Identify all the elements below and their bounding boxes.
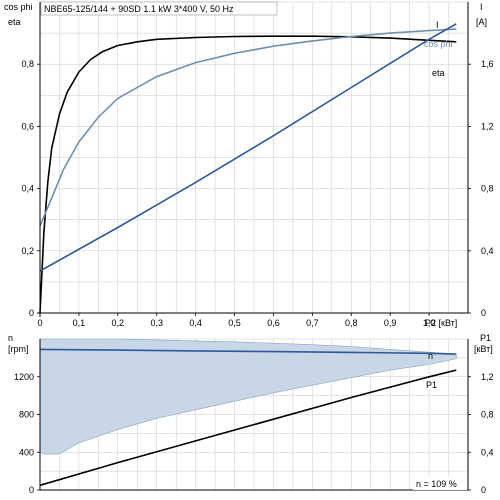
current-axis-unit: [A]: [476, 17, 487, 27]
title-box: [40, 1, 278, 16]
x-tick-label: 0: [37, 318, 42, 328]
x-tick-label: 0,2: [112, 318, 125, 328]
p1-tick-label: 1,2: [481, 372, 494, 382]
current-curve: [39, 23, 457, 272]
p1-axis-label: P1: [480, 333, 491, 343]
cos-phi-series-label: cos phi: [424, 39, 453, 49]
speed-tick-label: 400: [19, 447, 34, 457]
current-series-label: I: [436, 20, 439, 30]
annotation-box: [413, 477, 467, 490]
cos-phi-curve: [39, 28, 457, 227]
y-right-tick-label: 1,6: [481, 59, 494, 69]
chart-marks: [39, 23, 457, 487]
speed-tick-label: 1200: [14, 372, 34, 382]
speed-axis-label: n: [8, 333, 13, 343]
speed-axis-unit: [rpm]: [8, 344, 29, 354]
speed-tick-label: 0: [29, 485, 34, 495]
x-tick-label: 0,1: [73, 318, 86, 328]
x-tick-label: 0,4: [189, 318, 202, 328]
x-axis-label: P2 [кВт]: [425, 318, 457, 328]
y-left-tick-label: 0,6: [21, 121, 34, 131]
x-tick-label: 0,6: [267, 318, 280, 328]
y-right-tick-label: 0,4: [481, 246, 494, 256]
y-left-tick-label: 0: [29, 308, 34, 318]
cos-phi-axis-label: cos phi: [4, 2, 33, 12]
eta-series-label: eta: [432, 68, 445, 78]
p1-curve: [39, 369, 457, 487]
x-tick-label: 0,3: [150, 318, 163, 328]
speed-operating-range: [39, 338, 457, 455]
p1-tick-label: 0,8: [481, 410, 494, 420]
p1-series-label: P1: [426, 380, 437, 390]
speed-tick-label: 800: [19, 410, 34, 420]
x-tick-label: 0,5: [228, 318, 241, 328]
speed-curve: [39, 348, 457, 355]
x-tick-label: 0,9: [384, 318, 397, 328]
x-tick-label: 1,0: [423, 318, 436, 328]
y-right-tick-label: 0: [481, 308, 486, 318]
chart-frames: 0 0,1 0,2 0,3 0,4 0,5 0,6 0,7 0,8 0,9 1,0 0 0,2 0,4 0,…: [14, 2, 494, 495]
p1-tick-label: 0: [481, 485, 486, 495]
top-chart-grid: [39, 1, 469, 314]
eta-axis-label: eta: [8, 17, 21, 27]
current-axis-label: I: [480, 2, 483, 12]
y-left-tick-label: 0,2: [21, 246, 34, 256]
speed-ratio-annotation: n = 109 %: [416, 479, 457, 489]
p1-tick-label: 0,4: [481, 447, 494, 457]
p1-axis-unit: [кВт]: [474, 344, 493, 354]
y-left-tick-label: 0,4: [21, 184, 34, 194]
chart-title: NBE65-125/144 + 90SD 1.1 kW 3*400 V, 50 …: [44, 4, 234, 14]
y-right-tick-label: 1,2: [481, 121, 494, 131]
speed-series-label: n: [428, 351, 433, 361]
y-right-tick-label: 0,8: [481, 184, 494, 194]
x-tick-label: 0,8: [345, 318, 358, 328]
y-left-tick-label: 0,8: [21, 59, 34, 69]
x-tick-label: 0,7: [306, 318, 319, 328]
